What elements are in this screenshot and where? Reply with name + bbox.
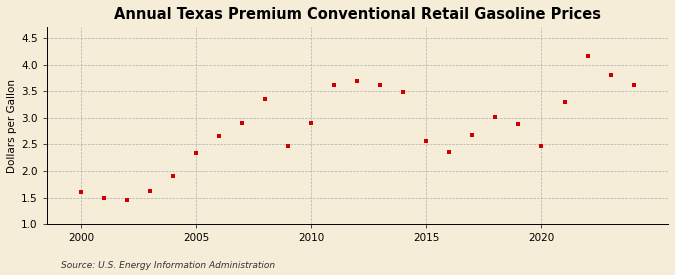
Point bbox=[628, 82, 639, 87]
Point bbox=[283, 144, 294, 148]
Point bbox=[352, 78, 362, 83]
Point bbox=[490, 114, 501, 119]
Point bbox=[605, 73, 616, 77]
Point bbox=[398, 89, 409, 94]
Point bbox=[99, 196, 110, 200]
Point bbox=[214, 134, 225, 139]
Point bbox=[513, 122, 524, 126]
Point bbox=[559, 100, 570, 104]
Point bbox=[375, 83, 386, 87]
Point bbox=[582, 54, 593, 58]
Point bbox=[536, 144, 547, 148]
Point bbox=[168, 174, 179, 178]
Text: Source: U.S. Energy Information Administration: Source: U.S. Energy Information Administ… bbox=[61, 260, 275, 270]
Point bbox=[237, 121, 248, 125]
Point bbox=[467, 133, 478, 137]
Y-axis label: Dollars per Gallon: Dollars per Gallon bbox=[7, 79, 17, 173]
Point bbox=[191, 151, 202, 155]
Title: Annual Texas Premium Conventional Retail Gasoline Prices: Annual Texas Premium Conventional Retail… bbox=[114, 7, 601, 22]
Point bbox=[444, 150, 455, 154]
Point bbox=[306, 121, 317, 125]
Point bbox=[145, 189, 156, 194]
Point bbox=[122, 197, 133, 202]
Point bbox=[260, 97, 271, 101]
Point bbox=[76, 190, 86, 194]
Point bbox=[421, 139, 432, 143]
Point bbox=[329, 82, 340, 87]
